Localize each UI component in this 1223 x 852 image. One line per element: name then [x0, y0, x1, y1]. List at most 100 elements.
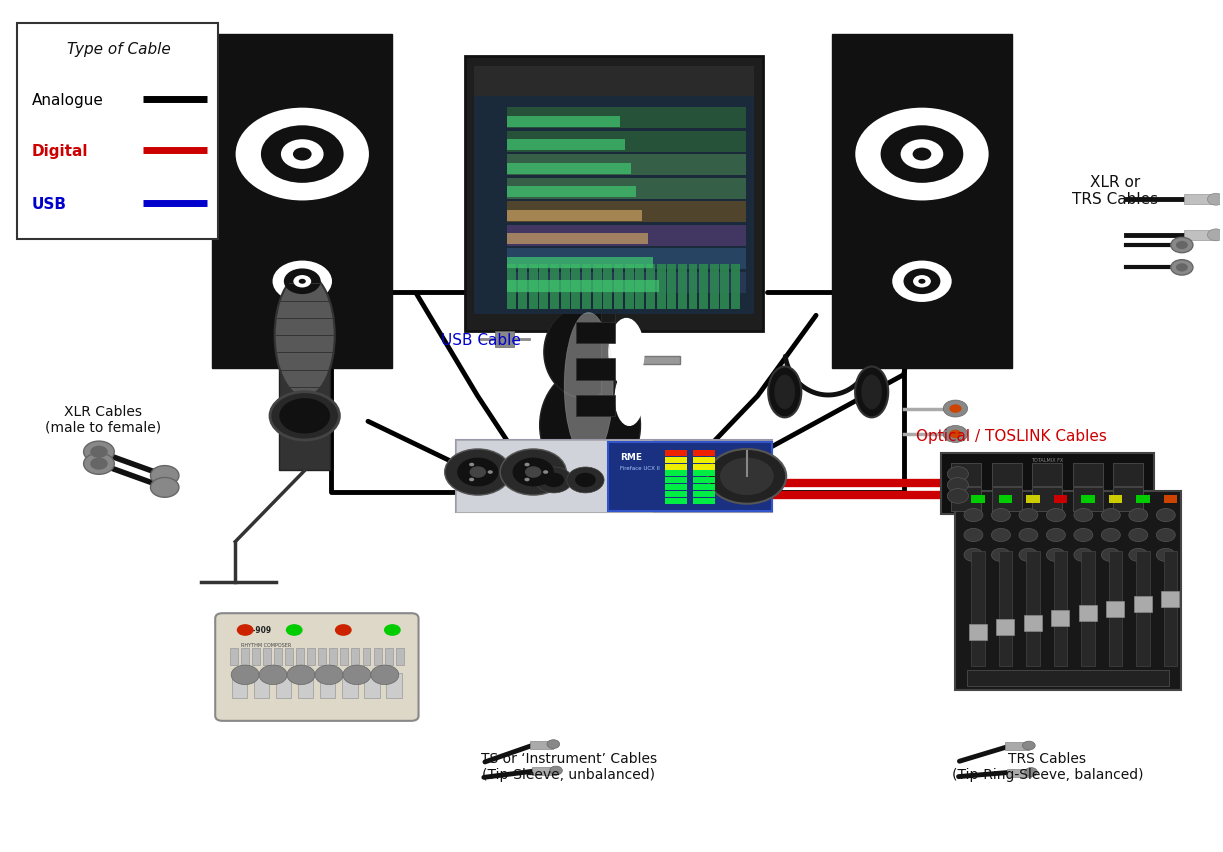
Bar [969, 624, 987, 640]
Bar [1052, 610, 1069, 626]
Circle shape [1022, 741, 1035, 750]
Bar [508, 108, 746, 129]
Circle shape [708, 450, 786, 504]
Bar [693, 492, 715, 498]
Bar [508, 210, 642, 222]
Bar [1108, 551, 1121, 666]
Bar [548, 356, 680, 365]
Circle shape [1175, 264, 1188, 272]
Circle shape [1047, 549, 1065, 561]
Bar [241, 648, 248, 665]
Circle shape [547, 740, 560, 749]
Bar [693, 478, 715, 484]
Circle shape [457, 458, 499, 486]
Text: Type of Cable: Type of Cable [66, 42, 170, 57]
Circle shape [1129, 529, 1147, 542]
Circle shape [470, 463, 475, 467]
Bar [664, 485, 687, 491]
Circle shape [1074, 549, 1093, 561]
Circle shape [943, 426, 967, 443]
Bar [1163, 496, 1177, 504]
Ellipse shape [861, 375, 882, 410]
Circle shape [1074, 509, 1093, 522]
Bar [560, 265, 570, 309]
Circle shape [83, 441, 114, 463]
Bar [1136, 496, 1150, 504]
Bar [720, 265, 729, 309]
Bar [1113, 488, 1144, 511]
Ellipse shape [615, 371, 643, 426]
Bar [693, 471, 715, 477]
Circle shape [1019, 549, 1038, 561]
Bar [657, 265, 665, 309]
Circle shape [1207, 230, 1223, 241]
Bar [693, 451, 715, 457]
Bar [1107, 601, 1124, 617]
Bar [230, 648, 237, 665]
Bar [519, 265, 527, 309]
Bar [532, 768, 556, 775]
Bar [456, 440, 652, 513]
Circle shape [948, 467, 969, 481]
Bar [1136, 551, 1150, 666]
Bar [1162, 592, 1179, 607]
Bar [263, 648, 270, 665]
Bar [576, 359, 615, 380]
Circle shape [549, 766, 563, 775]
Circle shape [500, 450, 566, 496]
Bar [329, 648, 338, 665]
Circle shape [1175, 242, 1188, 250]
Bar [1026, 551, 1040, 666]
Bar [992, 488, 1021, 511]
Bar [955, 492, 1180, 690]
Bar [1079, 606, 1097, 621]
Circle shape [260, 126, 344, 184]
Circle shape [231, 665, 259, 685]
Bar [508, 187, 636, 199]
Bar [951, 488, 981, 511]
Circle shape [964, 529, 983, 542]
Bar [508, 226, 746, 246]
Bar [494, 332, 514, 348]
Bar [1073, 488, 1103, 511]
Circle shape [855, 108, 988, 201]
Circle shape [1170, 238, 1192, 253]
Bar [668, 265, 676, 309]
Circle shape [992, 549, 1010, 561]
Bar [664, 478, 687, 484]
Circle shape [1156, 509, 1175, 522]
Bar [508, 257, 653, 268]
Bar [1081, 496, 1095, 504]
Bar [700, 265, 708, 309]
Bar [508, 164, 631, 175]
Circle shape [237, 625, 253, 636]
Circle shape [287, 665, 316, 685]
Bar [274, 648, 283, 665]
Bar [508, 131, 746, 153]
Bar [550, 265, 559, 309]
Bar [664, 471, 687, 477]
Bar [279, 338, 330, 471]
Circle shape [525, 463, 530, 467]
Bar [693, 458, 715, 463]
Ellipse shape [539, 368, 641, 484]
Bar [340, 648, 349, 665]
Bar [320, 673, 335, 699]
Bar [940, 453, 1153, 514]
Circle shape [1170, 261, 1192, 276]
Bar [602, 146, 615, 395]
Circle shape [279, 399, 330, 434]
Bar [465, 57, 763, 331]
Bar [508, 140, 625, 151]
Circle shape [943, 400, 967, 417]
Bar [966, 671, 1169, 687]
Bar [593, 265, 602, 309]
Circle shape [294, 148, 312, 161]
Circle shape [281, 140, 324, 170]
Ellipse shape [855, 367, 888, 417]
Circle shape [335, 625, 352, 636]
Bar [999, 496, 1013, 504]
Bar [1032, 463, 1063, 486]
Circle shape [284, 269, 320, 295]
Bar [508, 234, 648, 245]
